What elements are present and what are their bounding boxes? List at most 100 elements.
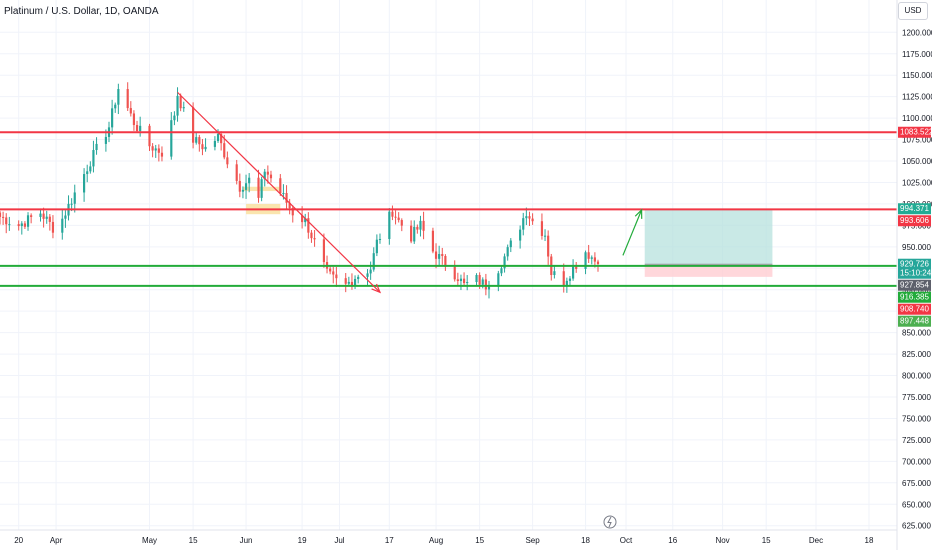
candle-body <box>216 133 220 141</box>
candle-body <box>378 238 382 240</box>
candle-body <box>260 179 263 198</box>
y-tick-label: 725.000 <box>902 436 931 445</box>
candle-body <box>322 239 326 263</box>
x-tick-label: May <box>142 536 157 545</box>
candle-body <box>83 174 86 193</box>
candle-body <box>26 215 30 227</box>
candle-body <box>459 278 463 282</box>
candle-body <box>332 271 335 275</box>
candle-body <box>89 166 92 172</box>
y-tick-label: 650.000 <box>902 500 931 509</box>
candle-body <box>372 253 375 270</box>
price-tag <box>898 215 931 227</box>
candle-body <box>48 216 51 222</box>
chart-title: Platinum / U.S. Dollar, 1D, OANDA <box>4 6 159 17</box>
candle-body <box>394 216 397 218</box>
candle-body <box>519 229 522 241</box>
candle-body <box>453 266 456 280</box>
candle-body <box>179 95 182 109</box>
candle-body <box>528 216 531 219</box>
candle-body <box>285 192 288 203</box>
candle-body <box>313 238 316 240</box>
candle-body <box>388 211 391 239</box>
candle-body <box>562 271 565 286</box>
candle-body <box>64 215 67 219</box>
x-tick-label: 16 <box>668 536 677 545</box>
downtrend-line <box>177 91 381 293</box>
y-tick-label: 775.000 <box>902 393 931 402</box>
x-tick-label: 15 <box>475 536 484 545</box>
candle-body <box>391 211 394 217</box>
candle-body <box>86 171 89 175</box>
price-tag-label: 1083.522 <box>900 128 932 137</box>
candle-body <box>416 226 419 230</box>
candle-body <box>0 212 2 217</box>
y-tick-label: 1100.000 <box>902 114 932 123</box>
candle-body <box>2 216 5 218</box>
projection-arrow <box>622 209 643 256</box>
candle-body <box>39 213 42 217</box>
candle-body <box>584 252 587 269</box>
y-tick-label: 1200.000 <box>902 28 932 37</box>
candle-body <box>61 218 64 233</box>
candle-body <box>441 254 444 257</box>
price-tag-label: 897.448 <box>900 317 929 326</box>
candle-body <box>238 180 241 192</box>
candle-body <box>462 278 466 284</box>
candle-body <box>593 257 596 262</box>
timezone-icon[interactable] <box>603 515 617 529</box>
candle-body <box>248 177 251 184</box>
candle-body <box>291 208 294 216</box>
candle-body <box>8 224 11 226</box>
y-tick-label: 700.000 <box>902 457 931 466</box>
candle-body <box>410 225 413 242</box>
candle-body <box>375 239 378 254</box>
candle-body <box>269 174 273 179</box>
candle-body <box>126 89 129 109</box>
y-tick-label: 850.000 <box>902 329 931 338</box>
candle-body <box>456 279 459 282</box>
candle-body <box>117 89 120 105</box>
x-tick-label: 18 <box>581 536 590 545</box>
candle-body <box>45 216 48 219</box>
price-tag <box>898 203 931 215</box>
currency-button[interactable]: USD <box>898 2 928 20</box>
x-tick-label: Oct <box>620 536 633 545</box>
candle-body <box>466 282 469 284</box>
price-tag-countdown: 15:10:24 <box>900 269 932 278</box>
candle-body <box>397 217 400 221</box>
candle-body <box>282 192 285 194</box>
x-tick-label: Jun <box>240 536 253 545</box>
y-tick-label: 800.000 <box>902 372 931 381</box>
y-tick-label: 950.000 <box>902 243 931 252</box>
candle-body <box>434 251 438 259</box>
candle-body <box>235 164 238 181</box>
candle-body <box>195 137 198 143</box>
candle-body <box>503 256 506 269</box>
candle-body <box>257 177 260 198</box>
candle-body <box>531 218 534 222</box>
candle-body <box>335 274 338 279</box>
candle-body <box>500 268 503 274</box>
price-axis[interactable]: 625.000 650.000 675.000 700.000 725.000 750.0… <box>902 28 932 530</box>
candle-body <box>575 266 578 269</box>
candle-body <box>23 223 27 227</box>
y-tick-label: 825.000 <box>902 350 931 359</box>
x-tick-label: Apr <box>50 536 63 545</box>
price-tag <box>898 258 931 279</box>
drawing-zones <box>242 186 773 277</box>
candle-body <box>104 136 107 144</box>
candle-body <box>244 183 248 190</box>
candle-body <box>522 218 525 230</box>
time-axis[interactable]: 20 Apr May 15 Jun 19 Jul 17 Aug 15 Sep 18 Oct 16 Nov 15… <box>14 536 874 545</box>
x-tick-label: Aug <box>429 536 443 545</box>
y-tick-label: 750.000 <box>902 414 931 423</box>
candle-body <box>487 286 491 290</box>
candle-body <box>279 178 282 194</box>
candle-body <box>543 235 547 237</box>
candle-body <box>129 108 132 114</box>
candle-body <box>170 120 173 157</box>
candle-body <box>139 125 142 131</box>
